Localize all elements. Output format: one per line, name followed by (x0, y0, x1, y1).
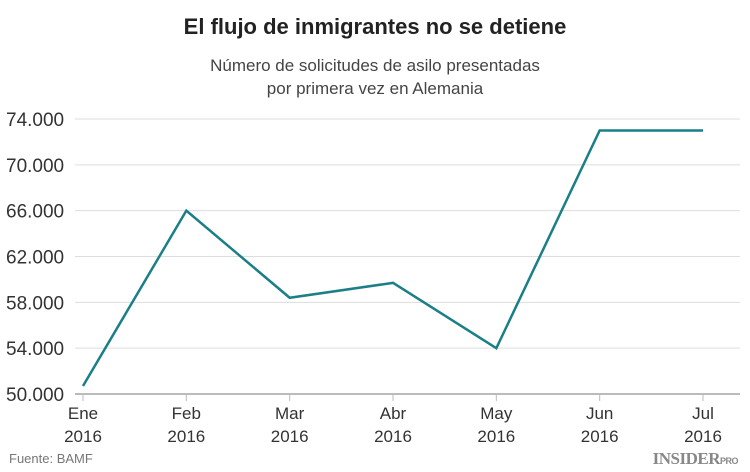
y-tick-label: 74.000 (6, 110, 64, 131)
x-tick-label: Jun (586, 404, 613, 423)
y-tick-label: 50.000 (6, 385, 64, 406)
logo-suffix: PRO (719, 456, 739, 466)
subtitle-line-2: por primera vez en Alemania (266, 79, 484, 98)
insider-pro-logo: INSIDERPRO (652, 449, 739, 469)
series-line (81, 129, 703, 387)
y-tick-label: 70.000 (6, 156, 64, 177)
x-tick-year: 2016 (477, 427, 515, 446)
x-tick-label: Feb (172, 404, 201, 423)
x-tick-year: 2016 (271, 427, 309, 446)
chart-subtitle: Número de solicitudes de asilo presentad… (0, 54, 750, 100)
x-tick-label: Jul (692, 404, 714, 423)
y-tick-label: 54.000 (6, 339, 64, 360)
source-note: Fuente: BAMF (9, 451, 93, 466)
y-tick-label: 62.000 (6, 248, 64, 269)
x-tick-year: 2016 (167, 427, 205, 446)
x-tick-year: 2016 (374, 427, 412, 446)
y-tick-label: 66.000 (6, 202, 64, 223)
subtitle-line-1: Número de solicitudes de asilo presentad… (210, 56, 540, 75)
x-tick-label: Mar (275, 404, 305, 423)
x-tick-year: 2016 (684, 427, 722, 446)
x-tick-label: Abr (380, 404, 407, 423)
x-tick-year: 2016 (64, 427, 102, 446)
y-tick-label: 58.000 (6, 293, 64, 314)
chart-title: El flujo de inmigrantes no se detiene (183, 14, 567, 39)
x-tick-label: May (480, 404, 513, 423)
x-tick-label: Ene (68, 404, 98, 423)
logo-text: INSIDER (652, 449, 721, 468)
x-tick-year: 2016 (581, 427, 619, 446)
